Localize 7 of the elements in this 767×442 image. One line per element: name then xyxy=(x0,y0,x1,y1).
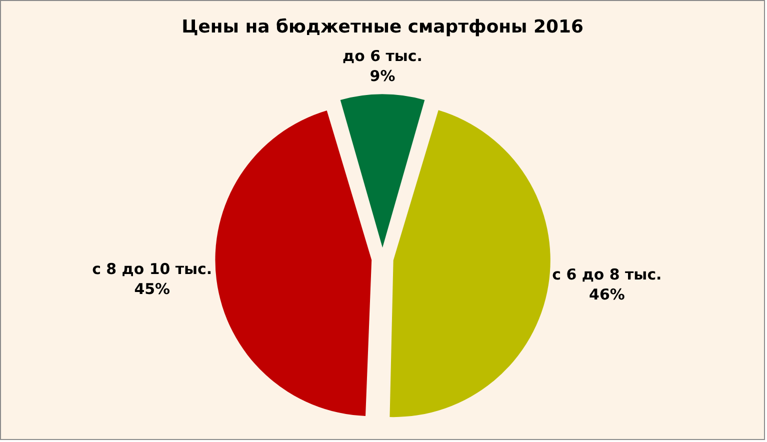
slice-label: до 6 тыс. xyxy=(342,47,422,66)
data-label: 46% xyxy=(589,285,625,304)
slice-label: с 6 до 8 тыс. xyxy=(552,265,662,284)
data-label: 45% xyxy=(134,280,170,298)
chart-title: Цены на бюджетные смартфоны 2016 xyxy=(182,16,584,38)
slice-label: с 8 до 10 тыс. xyxy=(92,260,212,278)
data-label: 9% xyxy=(370,67,396,86)
